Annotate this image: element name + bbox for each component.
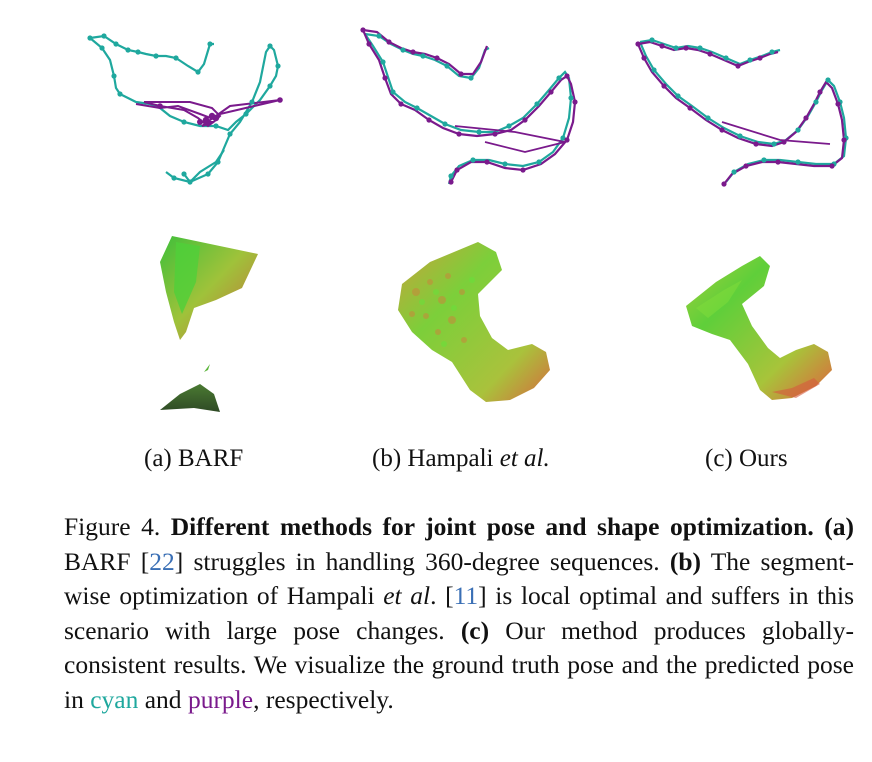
ground-truth-points <box>87 33 281 185</box>
predicted-trajectory <box>135 99 281 128</box>
hampali-noisy-mesh <box>398 242 550 402</box>
panel-label-b: (b) Hampali et al. <box>372 445 550 472</box>
trajectory-plot-ours <box>635 37 849 187</box>
figure-caption: Figure 4. Different methods for joint po… <box>64 512 855 714</box>
panel-label-c: (c) Ours <box>705 445 788 472</box>
shape-render-ours <box>686 256 832 400</box>
predicted-points <box>635 41 847 187</box>
barf-floating-fragment <box>160 384 220 412</box>
predicted-points <box>157 97 283 125</box>
ground-truth-trajectory <box>89 34 214 74</box>
ground-truth-trajectory <box>89 37 280 184</box>
ours-clean-mesh <box>686 256 832 400</box>
predicted-trajectory <box>721 121 831 145</box>
predicted-trajectory <box>454 125 566 153</box>
trajectory-plot-hampali <box>360 27 578 185</box>
ground-truth-trajectory <box>639 38 781 66</box>
shape-render-barf <box>160 236 258 412</box>
ground-truth-trajectory <box>183 149 225 184</box>
predicted-trajectory <box>636 43 846 185</box>
trajectory-plot-barf <box>87 33 283 185</box>
ground-truth-points <box>649 37 849 175</box>
predicted-points <box>360 27 578 185</box>
panel-label-a: (a) BARF <box>144 445 244 472</box>
predicted-trajectory <box>362 28 489 76</box>
shape-render-hampali <box>398 242 550 402</box>
ground-truth-points <box>376 33 574 179</box>
